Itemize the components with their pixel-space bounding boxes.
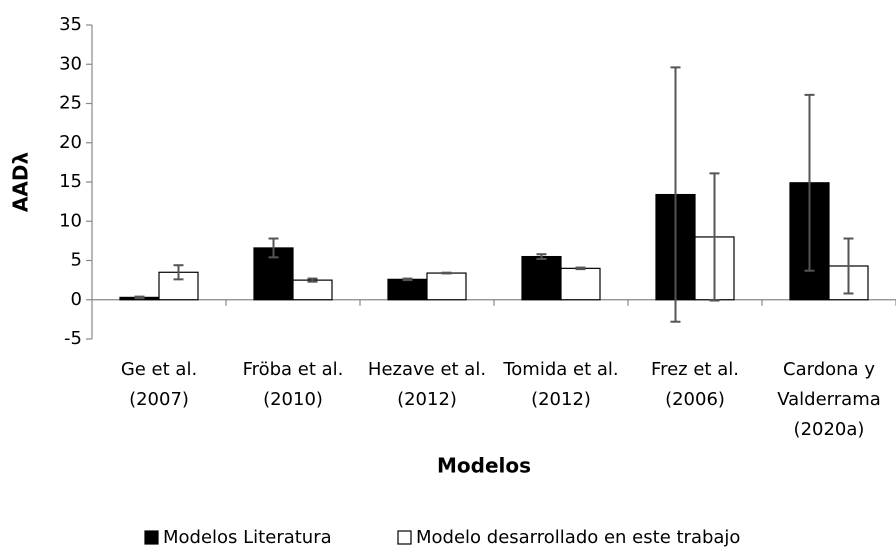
y-axis-title: AADλ <box>9 152 33 213</box>
x-tick-label: Cardona y Valderrama (2020a) <box>777 359 881 440</box>
error-bar <box>843 237 854 295</box>
x-tick-label: Fröba et al. (2010) <box>243 359 344 410</box>
error-bar <box>268 237 279 259</box>
x-tick-label: Frez et al. (2006) <box>651 359 739 410</box>
legend-label: Modelo desarrollado en este trabajo <box>416 527 740 548</box>
bar <box>426 272 467 301</box>
error-bar <box>804 93 815 272</box>
y-tick-label: 5 <box>71 250 82 271</box>
y-tick-label: 25 <box>59 93 82 114</box>
error-bar <box>536 253 547 260</box>
x-tick-label: Tomida et al. (2012) <box>502 359 618 410</box>
bar <box>521 255 562 301</box>
y-tick-label: 35 <box>59 14 82 35</box>
error-bar <box>575 266 586 271</box>
x-tick-label: Hezave et al. (2012) <box>368 359 486 410</box>
bar <box>560 267 601 301</box>
x-axis-title: Modelos <box>437 454 531 478</box>
error-bar <box>307 277 318 283</box>
y-tick-label: -5 <box>64 328 82 349</box>
error-bar <box>670 66 681 323</box>
legend-swatch <box>397 530 412 545</box>
error-bar <box>173 264 184 281</box>
legend-swatch <box>144 530 159 545</box>
error-bar <box>441 271 452 275</box>
error-bar <box>134 295 145 300</box>
legend-label: Modelos Literatura <box>163 527 332 548</box>
y-tick-label: 20 <box>59 132 82 153</box>
error-bar <box>709 172 720 302</box>
bar <box>292 279 333 301</box>
bar <box>387 278 428 301</box>
y-tick-label: 30 <box>59 53 82 74</box>
y-tick-label: 10 <box>59 210 82 231</box>
y-tick-label: 0 <box>71 289 82 310</box>
y-tick-label: 15 <box>59 171 82 192</box>
x-tick-label: Ge et al. (2007) <box>121 359 197 410</box>
error-bar <box>402 277 413 282</box>
